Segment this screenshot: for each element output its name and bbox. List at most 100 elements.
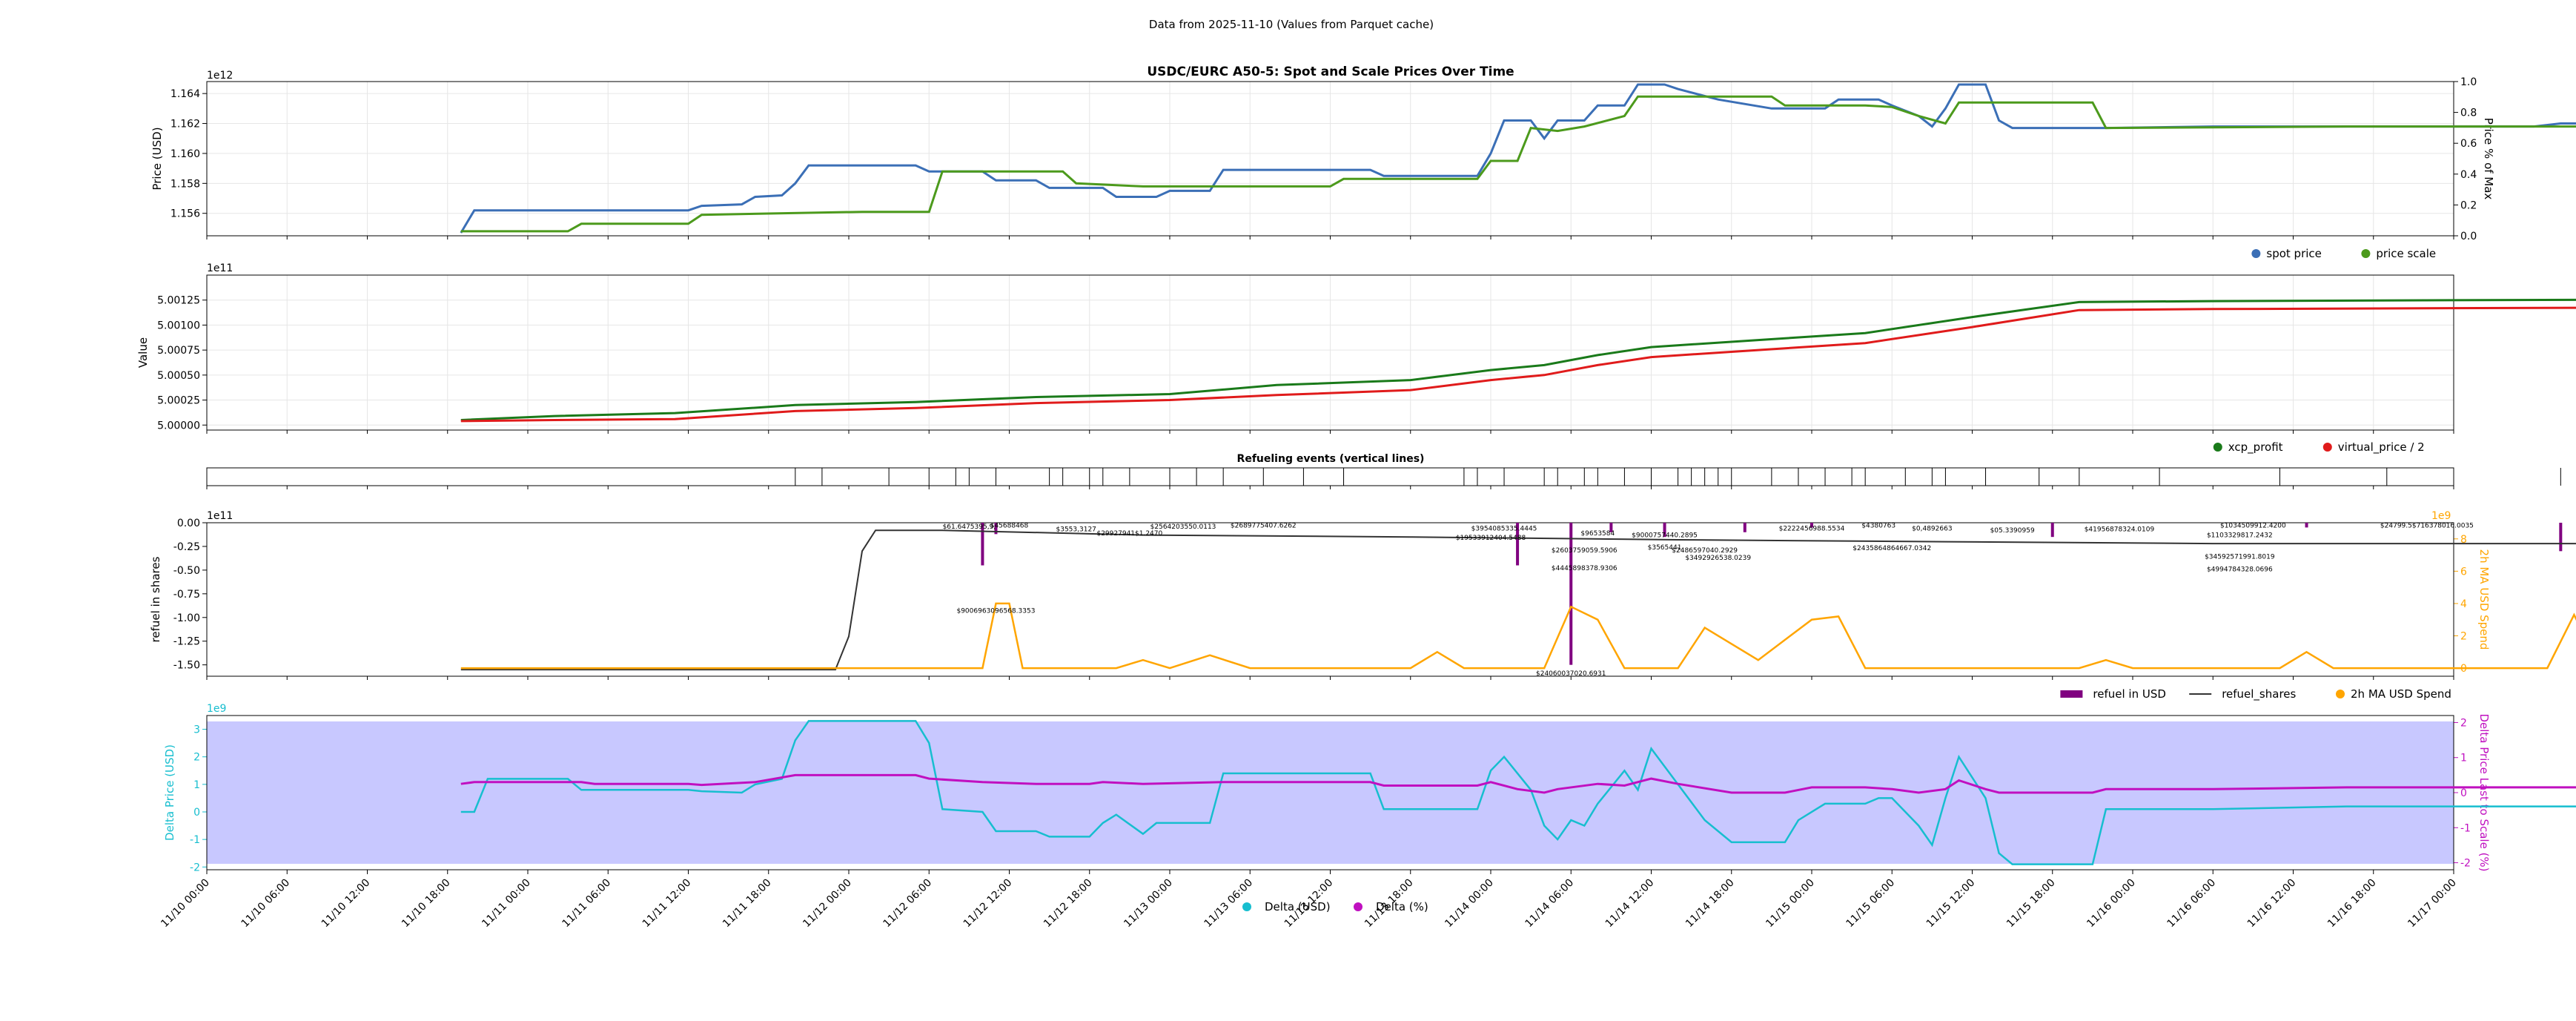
price-panel-ylabel-right: Price % of Max xyxy=(2482,118,2495,200)
value-panel-ytick-label: 5.00100 xyxy=(157,320,200,331)
refuel-annotation: $2222456988.5534 xyxy=(1779,525,1845,532)
price-panel-ytick-label-right: 0.8 xyxy=(2460,108,2477,119)
refuel-annotation: $45688468 xyxy=(990,523,1029,530)
value-panel-ytick-label: 5.00125 xyxy=(157,295,200,307)
refuel-panel-legend-label: refuel_shares xyxy=(2222,687,2296,701)
price-panel-legend-label: price scale xyxy=(2376,247,2436,260)
xtick-label: 11/14 06:00 xyxy=(1523,877,1577,931)
refuel-usd-bar xyxy=(994,523,998,535)
delta-panel-ytick-label: 1 xyxy=(193,779,200,791)
refuel-annotation: $3492926538.0239 xyxy=(1685,555,1751,562)
delta-panel-ytick-label: -2 xyxy=(190,862,200,873)
xtick-label: 11/15 06:00 xyxy=(1844,877,1898,931)
refuel-usd-bar xyxy=(1516,523,1520,566)
delta-panel-legend-label: Delta (%) xyxy=(1376,900,1428,913)
price-panel-legend-swatch xyxy=(2361,249,2371,258)
ma-usd-spend-series xyxy=(460,602,2576,670)
refuel-annotation: $34592571991.8019 xyxy=(2205,554,2275,561)
price-panel: 1.156 1.158 1.160 1.162 1.164 0.0 0.2 0.4 0.6 0.8… xyxy=(150,65,2576,260)
price-panel-legend-swatch xyxy=(2251,249,2261,258)
xtick-label: 11/16 18:00 xyxy=(2325,877,2379,931)
refuel-annotation: $2603759059.5906 xyxy=(1552,547,1618,555)
refuel-annotation: $3954085335.4445 xyxy=(1471,525,1537,532)
refuel-annotation: $24799.5$716378016.0035 xyxy=(2380,523,2474,530)
price-panel-ytick-label-right: 1.0 xyxy=(2460,76,2477,88)
delta-panel-legend-label: Delta (USD) xyxy=(1265,900,1331,913)
refuel-panel-ytick-label: -0.75 xyxy=(173,589,200,601)
refuel-panel-ylabel: refuel in shares xyxy=(149,556,162,642)
delta-usd-series xyxy=(460,720,2576,865)
refuel-annotation: $2435864864667.0342 xyxy=(1852,545,1931,552)
refuel-annotation: $1103329817.2432 xyxy=(2207,532,2273,539)
xcp-profit-series xyxy=(460,298,2576,421)
xtick-label: 11/12 12:00 xyxy=(961,877,1015,931)
refuel-usd-bar xyxy=(2559,523,2563,552)
xtick-label: 11/15 00:00 xyxy=(1764,877,1817,931)
xtick-label: 11/15 18:00 xyxy=(2004,877,2058,931)
refuel-annotation: $05.3390959 xyxy=(1990,527,2035,535)
delta-panel-ytick-label-right: 0 xyxy=(2460,787,2467,799)
refuel-annotation: $2486597040.2929 xyxy=(1672,547,1738,555)
refuel-panel-offset-label-right: 1e9 xyxy=(2431,510,2451,522)
refuel-panel-ytick-label: -0.25 xyxy=(173,541,200,553)
refuel-panel-ytick-label-right: 2 xyxy=(2460,631,2467,643)
refuel-annotation: $4445898378.9306 xyxy=(1552,565,1618,572)
value-panel-ylabel: Value xyxy=(136,337,150,368)
price-panel-ytick-label-right: 0.2 xyxy=(2460,199,2477,211)
refuel-annotation: $24060037020.6931 xyxy=(1536,670,1606,678)
xtick-label: 11/12 00:00 xyxy=(801,877,854,931)
figure-suptitle: Data from 2025-11-10 (Values from Parque… xyxy=(1149,18,1434,31)
delta-panel-ytick-label-right: 2 xyxy=(2460,717,2467,729)
delta-panel-shaded-band xyxy=(207,721,2454,864)
refuel-panel-legend-label: 2h MA USD Spend xyxy=(2351,687,2451,701)
delta-panel-ytick-label-right: -2 xyxy=(2460,858,2471,870)
refuel-panel-ytick-label: -1.50 xyxy=(173,660,200,672)
refuel-annotation: $3553,3127 xyxy=(1056,526,1096,534)
refuel-annotation: $9653584 xyxy=(1580,530,1615,538)
delta-panel-offset-label: 1e9 xyxy=(207,703,226,715)
xtick-label: 11/10 06:00 xyxy=(239,877,293,931)
price-panel-ytick-label: 1.164 xyxy=(170,88,200,100)
value-panel-offset-label: 1e11 xyxy=(207,262,233,274)
delta-panel-ylabel: Delta Price (USD) xyxy=(163,744,176,841)
refuel-annotation: $41956878324.0109 xyxy=(2085,526,2155,534)
price-panel-ytick-label: 1.162 xyxy=(170,119,200,130)
delta-panel-legend-swatch xyxy=(1354,902,1363,911)
delta-panel-ytick-label: 3 xyxy=(193,724,200,736)
virtual-price-series xyxy=(460,306,2576,423)
delta-panel-ytick-label-right: -1 xyxy=(2460,822,2471,834)
value-panel-ytick-label: 5.00075 xyxy=(157,345,200,357)
xtick-label: 11/11 00:00 xyxy=(480,877,533,931)
refuel-panel-legend-label: refuel in USD xyxy=(2093,687,2166,701)
xtick-label: 11/16 06:00 xyxy=(2165,877,2219,931)
delta-price-panel: -2 -1 0 1 2 3 -2 -1 0 1 2 1e9 Delta Price (USD) Delta… xyxy=(163,703,2576,913)
refuel-panel-ytick-label-right: 4 xyxy=(2460,598,2467,610)
refuel-usd-bar xyxy=(1609,523,1613,532)
price-panel-ytick-label-right: 0.6 xyxy=(2460,138,2477,150)
value-panel-legend-swatch xyxy=(2322,443,2332,452)
refuel-usd-bar xyxy=(1743,523,1746,532)
refuel-annotation: $9000757440.2895 xyxy=(1632,532,1698,539)
refuel-panel-legend-swatch xyxy=(2060,690,2083,698)
refuel-annotation: $9006963096568.3353 xyxy=(956,608,1035,615)
price-scale-series xyxy=(460,95,2576,233)
refuel-panel-ytick-label: -1.00 xyxy=(173,612,200,624)
refuel-shares-panel: 0.00-0.25-0.50-0.75-1.00-1.25-1.50 024681… xyxy=(149,510,2576,701)
delta-panel-ytick-label: 2 xyxy=(193,752,200,764)
price-panel-legend-label: spot price xyxy=(2266,247,2322,260)
xtick-label: 11/12 18:00 xyxy=(1042,877,1095,931)
refuel-usd-bar xyxy=(2305,523,2308,528)
events-panel-frame xyxy=(206,467,2454,486)
xtick-label: 11/11 12:00 xyxy=(640,877,694,931)
refuel-usd-bar xyxy=(2050,523,2054,538)
delta-panel-ytick-label: -1 xyxy=(190,834,200,846)
price-panel-offset-label: 1e12 xyxy=(207,70,233,82)
xtick-label: 11/14 00:00 xyxy=(1443,877,1496,931)
events-panel-title: Refueling events (vertical lines) xyxy=(1237,453,1425,465)
xtick-label: 11/17 00:00 xyxy=(2406,877,2459,931)
refuel-annotation: $0,4892663 xyxy=(1912,525,1952,532)
refuel-panel-ytick-label: 0.00 xyxy=(177,518,200,529)
refuel-panel-offset-label: 1e11 xyxy=(207,510,233,522)
refuel-panel-frame xyxy=(206,522,2454,677)
refuel-usd-bar xyxy=(1810,523,1813,528)
